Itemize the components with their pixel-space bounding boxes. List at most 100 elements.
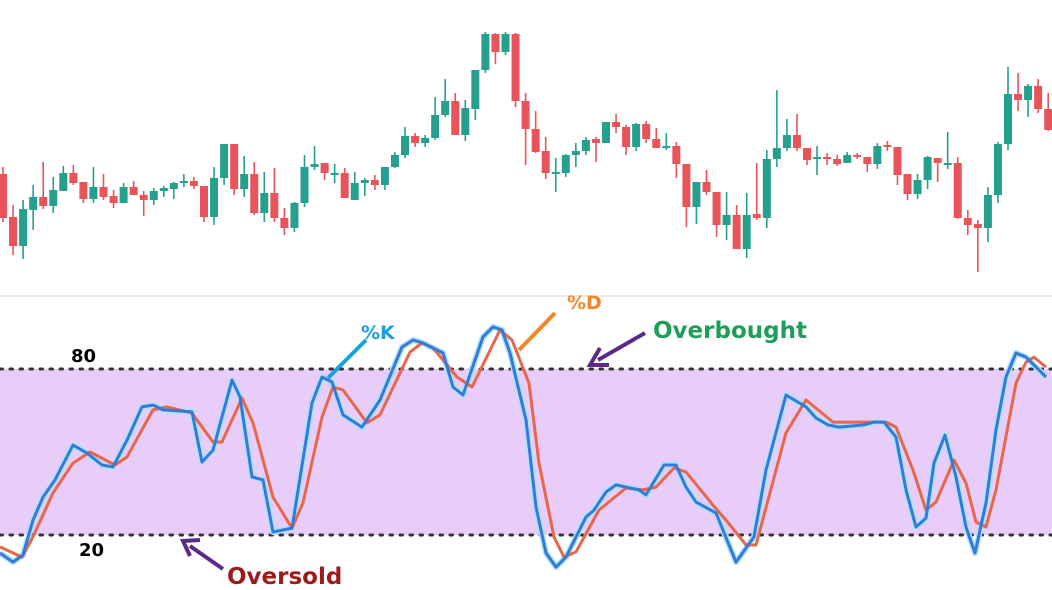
candle-body <box>390 155 399 167</box>
candle-up <box>380 167 389 190</box>
candle-up <box>561 154 570 177</box>
candle-down <box>129 181 138 195</box>
candle-down <box>933 158 942 182</box>
candle-down <box>491 33 500 64</box>
candle-down <box>702 170 711 195</box>
candle-up <box>813 146 822 175</box>
candle-body <box>521 101 530 129</box>
candle-body <box>0 174 7 218</box>
candle-down <box>963 210 972 235</box>
candle-body <box>1034 86 1043 109</box>
candle-body <box>531 129 540 152</box>
candle-up <box>571 143 580 167</box>
candle-up <box>873 143 882 169</box>
candle-body <box>752 214 761 218</box>
candle-body <box>501 34 510 52</box>
candle-up <box>993 142 1002 203</box>
neutral-band <box>0 369 1052 535</box>
candle-up <box>169 182 178 199</box>
candle-up <box>722 192 731 240</box>
candle-body <box>230 144 239 189</box>
candle-up <box>1004 67 1012 150</box>
candle-up <box>943 132 952 169</box>
candle-down <box>973 220 982 272</box>
candle-down <box>531 111 540 153</box>
candle-down <box>803 148 811 165</box>
candle-body <box>189 181 198 186</box>
candle-body <box>109 196 118 203</box>
candle-body <box>79 182 88 199</box>
candle-down <box>200 186 208 222</box>
candle-body <box>461 108 470 135</box>
d-line <box>0 328 1047 559</box>
candle-down <box>1044 93 1052 131</box>
candle-body <box>340 173 349 198</box>
candle-body <box>993 144 1002 195</box>
candle-up <box>913 174 922 199</box>
candle-down <box>39 162 48 209</box>
candle-up <box>260 172 269 222</box>
candle-body <box>581 140 590 151</box>
level-80-label: 80 <box>71 346 96 367</box>
overbought-label: Overbought <box>653 318 807 344</box>
candle-up <box>662 133 671 150</box>
candle-body <box>803 148 811 160</box>
candle-up <box>551 158 560 192</box>
candle-body <box>612 122 621 127</box>
candle-down <box>903 174 912 200</box>
k-line <box>0 325 1048 569</box>
candle-up <box>742 193 751 258</box>
candle-up <box>772 90 781 167</box>
candle-up <box>632 123 641 151</box>
candle-up <box>300 155 309 207</box>
candle-up <box>1024 84 1033 117</box>
candle-body <box>350 183 359 200</box>
candle-body <box>1004 94 1012 144</box>
candle-down <box>139 191 148 216</box>
candle-body <box>491 34 500 52</box>
candle-down <box>280 208 289 235</box>
candle-up <box>29 185 38 230</box>
candle-body <box>129 187 138 195</box>
candle-up <box>390 152 399 168</box>
candle-body <box>39 197 48 206</box>
candle-body <box>29 197 38 210</box>
candle-down <box>853 153 862 159</box>
candle-down <box>0 167 7 222</box>
candle-body <box>99 187 108 197</box>
candle-up <box>330 164 339 183</box>
candle-body <box>782 135 791 148</box>
candle-body <box>280 218 289 228</box>
candle-down <box>79 182 88 203</box>
candle-body <box>893 147 902 175</box>
candle-down <box>712 192 721 237</box>
candle-body <box>963 218 972 225</box>
candle-up <box>149 188 158 205</box>
d-pointer-line <box>517 311 557 352</box>
candle-up <box>179 174 188 187</box>
candle-down <box>622 125 631 155</box>
candle-down <box>672 142 681 178</box>
oversold-label: Oversold <box>227 564 342 590</box>
candle-down <box>652 128 661 148</box>
candle-body <box>89 187 98 199</box>
candle-body <box>983 195 992 228</box>
candle-body <box>210 178 219 217</box>
candle-body <box>401 136 409 155</box>
candle-down <box>511 33 520 107</box>
k-label: %K <box>361 322 396 344</box>
candle-body <box>662 146 671 148</box>
candle-up <box>240 156 249 197</box>
candle-body <box>712 192 721 225</box>
oscillator-pane <box>0 323 1052 571</box>
candle-up <box>290 202 299 232</box>
candle-body <box>290 203 299 228</box>
level-20-label: 20 <box>79 540 104 561</box>
candle-body <box>9 217 18 246</box>
candle-down <box>451 93 460 135</box>
candle-body <box>973 224 982 228</box>
candle-body <box>511 34 520 101</box>
candle-down <box>69 165 78 185</box>
candle-down <box>270 168 279 222</box>
